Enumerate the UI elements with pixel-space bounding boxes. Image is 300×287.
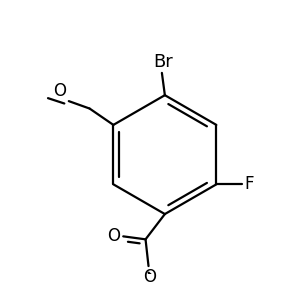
Text: O: O bbox=[143, 267, 157, 286]
Text: O: O bbox=[53, 82, 66, 100]
Text: F: F bbox=[244, 175, 254, 193]
Text: Br: Br bbox=[154, 53, 173, 71]
Text: O: O bbox=[107, 227, 120, 245]
